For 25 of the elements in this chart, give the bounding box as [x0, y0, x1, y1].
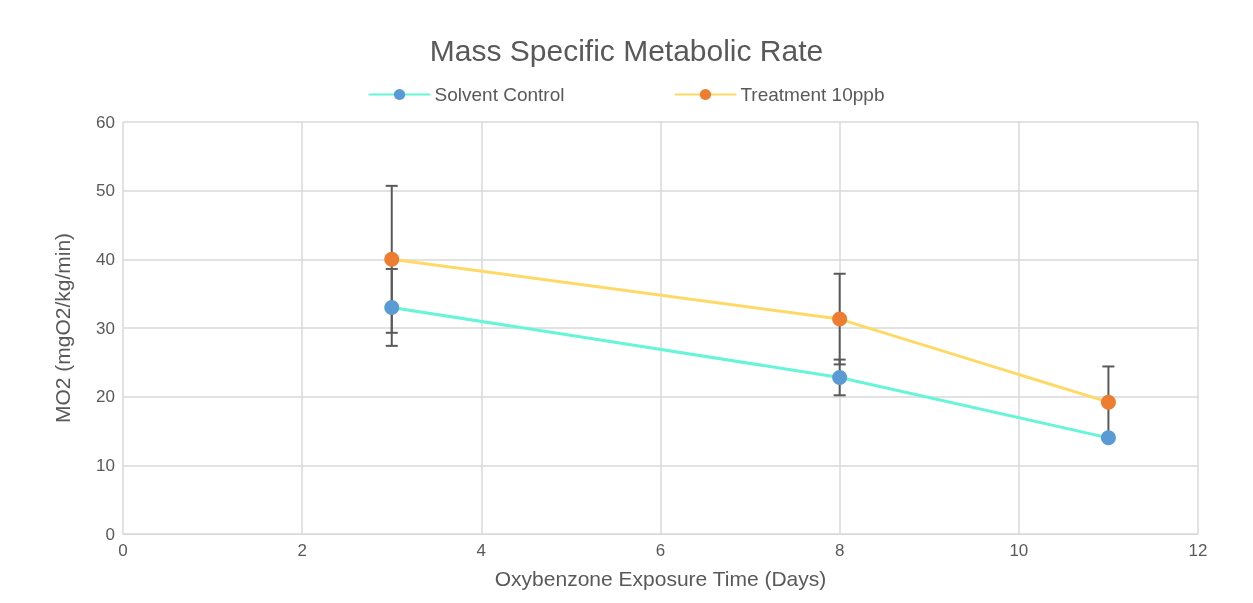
x-tick-label: 4: [476, 541, 487, 560]
legend-label: Treatment 10ppb: [740, 84, 885, 105]
y-tick-label: 30: [96, 318, 115, 338]
y-tick-label: 20: [96, 387, 115, 407]
x-tick-label: 10: [1009, 541, 1029, 560]
y-tick-label: 60: [96, 112, 115, 132]
x-tick-label: 0: [118, 541, 128, 560]
x-tick-label: 12: [1188, 541, 1208, 560]
y-tick-label: 50: [96, 181, 115, 201]
y-tick-label: 0: [105, 524, 115, 544]
x-tick-label: 2: [297, 541, 307, 560]
point: [1100, 430, 1116, 446]
point: [1100, 394, 1116, 410]
legend-label: Solvent Control: [434, 84, 565, 105]
point: [384, 299, 400, 315]
point: [832, 369, 848, 385]
y-tick-label: 10: [96, 455, 115, 475]
chart-title: Mass Specific Metabolic Rate: [429, 33, 824, 67]
x-tick-label: 6: [655, 541, 666, 560]
point: [384, 251, 400, 267]
x-axis-title: Oxybenzone Exposure Time (Days): [494, 567, 827, 590]
y-axis-title: MO2 (mgO2/kg/min): [51, 232, 74, 424]
point: [832, 311, 848, 327]
x-tick-label: 8: [834, 541, 845, 560]
y-tick-label: 40: [96, 249, 115, 269]
